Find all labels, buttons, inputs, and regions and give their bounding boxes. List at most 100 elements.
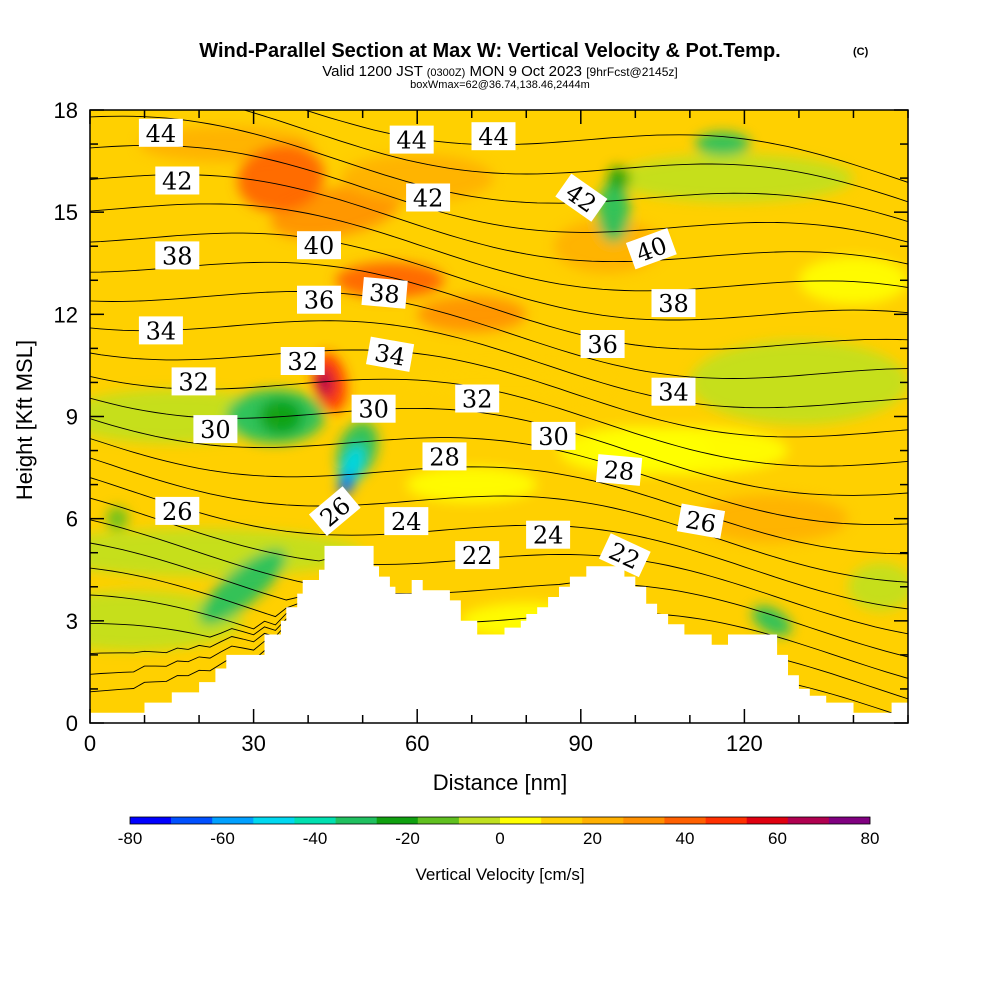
theta-label-box: [455, 541, 500, 570]
x-axis: 0 30 60 90 120: [84, 110, 909, 756]
theta-label-text: 38: [658, 290, 689, 318]
terrain: [90, 545, 908, 723]
colorbar-swatch: [787, 817, 830, 824]
theta-label-box: [651, 377, 696, 406]
x-tick-label: 0: [84, 731, 96, 756]
theta-label: 38: [361, 277, 408, 309]
colorbar-swatch: [417, 817, 460, 824]
y-tick-label: 0: [66, 711, 78, 736]
colorbar-swatch: [623, 817, 665, 824]
theta-contour: [90, 144, 908, 243]
subtitle-fcst: [9hrFcst@2145z]: [586, 65, 678, 79]
colorbar-tick-label: 20: [583, 829, 602, 848]
theta-label: 30: [193, 415, 238, 444]
velocity-blob: [695, 494, 848, 543]
colorbar-swatch: [376, 817, 419, 824]
x-axis-label: Distance [nm]: [433, 770, 568, 795]
velocity-blob: [848, 562, 908, 611]
theta-label-box: [155, 166, 200, 195]
theta-label-box: [651, 289, 696, 318]
x-tick-label: 60: [405, 731, 429, 756]
theta-label-box: [361, 277, 408, 309]
colorbar: -80 -60 -40 -20 0 20 40 60 80: [118, 816, 879, 848]
y-tick-label: 9: [66, 405, 78, 430]
theta-label-box: [595, 454, 643, 486]
velocity-blob: [559, 426, 712, 475]
velocity-blob: [608, 166, 630, 191]
theta-label: 28: [595, 454, 643, 487]
theta-label-box: [297, 285, 341, 314]
colorbar-swatch: [664, 817, 706, 824]
theta-label: 34: [365, 336, 415, 372]
theta-label: 32: [455, 384, 500, 414]
theta-label-text: 32: [178, 368, 209, 396]
theta-label-text: 36: [304, 287, 335, 315]
theta-contour: [90, 477, 908, 610]
theta-label-box: [676, 503, 726, 539]
theta-contour: [90, 174, 908, 265]
subtitle-valid: Valid 1200 JST: [322, 63, 422, 80]
theta-label-box: [193, 415, 238, 444]
y-tick-label: 3: [66, 609, 78, 634]
velocity-blob: [751, 605, 792, 636]
theta-label-box: [625, 227, 677, 270]
theta-label-text: 34: [372, 339, 407, 372]
colorbar-frame: [129, 816, 871, 825]
theta-label: 36: [580, 330, 625, 359]
theta-label: 44: [389, 125, 434, 155]
theta-label: 42: [155, 166, 200, 196]
theta-label: 34: [651, 377, 696, 407]
colorbar-swatch: [171, 817, 213, 824]
colorbar-tick-label: 0: [495, 829, 504, 848]
theta-label-text: 22: [462, 542, 493, 570]
theta-label: 22: [455, 541, 500, 570]
theta-contour: [90, 232, 908, 321]
colorbar-swatch: [828, 817, 871, 824]
theta-label: 44: [138, 118, 183, 148]
y-tick-label: 15: [54, 200, 78, 225]
theta-label-text: 44: [478, 123, 509, 151]
theta-contour: [242, 110, 908, 203]
colorbar-swatch: [582, 817, 624, 824]
colorbar-swatch: [705, 817, 747, 824]
velocity-blob: [90, 528, 363, 577]
theta-label: 42: [406, 183, 451, 213]
colorbar-tick-label: -80: [118, 829, 143, 848]
theta-label-text: 38: [162, 242, 193, 270]
y-tick-label: 6: [66, 507, 78, 532]
theta-label-text: 34: [658, 379, 689, 407]
theta-label-text: 30: [200, 416, 231, 444]
chart-subtitle-box: boxWmax=62@36.74,138.46,2444m: [410, 79, 590, 91]
colorbar-label: Vertical Velocity [cm/s]: [415, 865, 584, 884]
velocity-blob: [199, 549, 287, 625]
theta-label-box: [598, 533, 651, 578]
theta-label: 26: [676, 503, 726, 539]
theta-label-box: [155, 241, 200, 270]
colorbar-swatch: [500, 817, 542, 824]
theta-label-box: [280, 347, 325, 375]
theta-label: 44: [471, 122, 516, 151]
theta-label-box: [580, 330, 625, 358]
theta-contour: [90, 203, 908, 292]
chart-title: Wind-Parallel Section at Max W: Vertical…: [199, 40, 780, 62]
theta-label-text: 28: [603, 456, 636, 487]
theta-label-box: [471, 122, 516, 151]
theta-label-text: 36: [587, 331, 618, 359]
theta-label: 38: [651, 289, 696, 318]
subtitle-date: MON 9 Oct 2023: [469, 63, 582, 80]
x-tick-label: 30: [241, 731, 265, 756]
theta-label-text: 26: [162, 498, 193, 526]
colorbar-swatch: [458, 817, 501, 824]
theta-label: 40: [297, 231, 341, 260]
theta-label-text: 42: [162, 168, 193, 196]
velocity-blob: [799, 256, 908, 305]
theta-label: 30: [531, 421, 576, 451]
theta-label: 38: [155, 241, 200, 270]
theta-label-text: 30: [358, 396, 389, 424]
theta-label-text: 44: [146, 120, 177, 148]
theta-label: 36: [297, 285, 341, 315]
velocity-blob: [689, 340, 908, 425]
theta-label-text: 26: [683, 506, 718, 539]
